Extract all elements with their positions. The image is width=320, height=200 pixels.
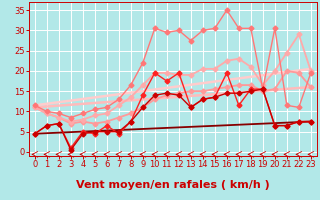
X-axis label: Vent moyen/en rafales ( km/h ): Vent moyen/en rafales ( km/h ) bbox=[76, 180, 270, 190]
